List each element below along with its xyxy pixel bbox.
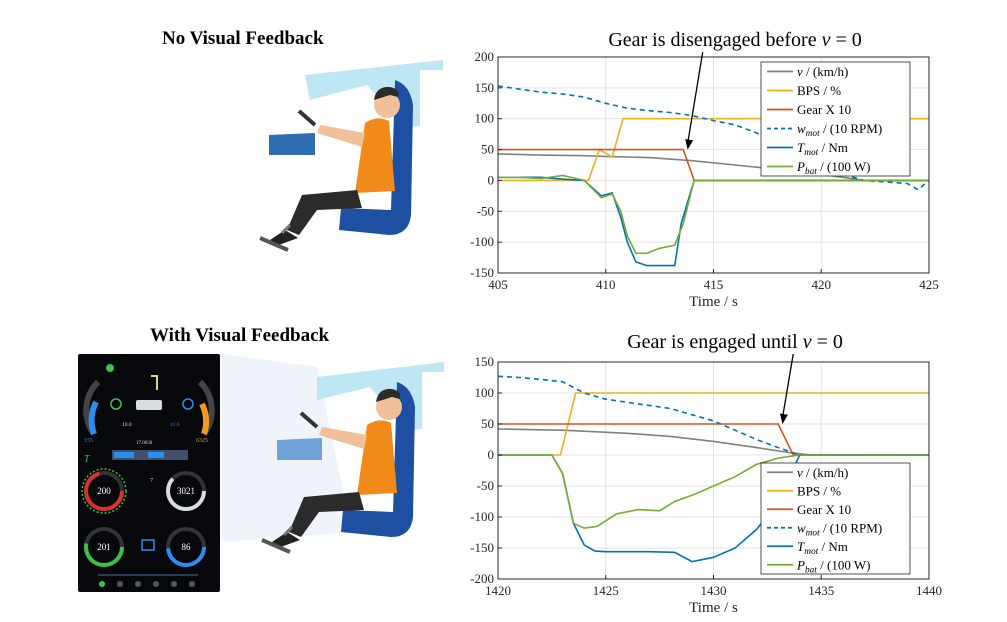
x-tick-label: 1420 (485, 583, 511, 598)
driver-head (376, 394, 402, 420)
odometer: 17.0630 (136, 441, 153, 446)
legend-entry: Tmot / Nm (797, 539, 848, 557)
chart-title: Gear is engaged until v = 0 (627, 331, 843, 353)
x-tick-label: 420 (812, 277, 832, 292)
dashboard-panel (269, 133, 315, 155)
y-tick-label: 150 (475, 354, 495, 369)
legend-entry: Tmot / Nm (797, 140, 848, 158)
series-line-wmot (497, 375, 929, 456)
gear-value: 7 (150, 478, 153, 484)
gauge-2-value: 3021 (177, 486, 195, 496)
dashboard-display: 10.0 41.6 155 6325 17.0630 T 200 7 3021 … (78, 354, 220, 592)
y-tick-label: 0 (488, 447, 495, 462)
x-axis-label: Time / s (689, 600, 738, 616)
seat (341, 382, 415, 537)
y-tick-label: 50 (481, 416, 494, 431)
gauge-1 (84, 471, 124, 511)
driver-illustration-top (259, 60, 443, 252)
series-line-speed (497, 153, 929, 182)
y-tick-label: 0 (488, 172, 495, 187)
gauge-3 (84, 527, 124, 567)
status-icon (106, 364, 114, 372)
seat (339, 80, 413, 235)
annotation-arrowhead (685, 139, 694, 150)
legend-entry: Pbat / (100 W) (796, 557, 870, 575)
y-tick-label: -150 (470, 265, 494, 280)
y-tick-label: 100 (475, 111, 495, 126)
legend-box (760, 462, 911, 575)
heading-no-visual-feedback: No Visual Feedback (162, 28, 324, 49)
n-indicator-icon (110, 398, 122, 410)
series-line-pbat (498, 174, 929, 255)
x-tick-label: 410 (596, 277, 616, 292)
settings-icon (182, 398, 194, 410)
legend-box (760, 61, 911, 177)
series-line-wmot (497, 85, 930, 191)
series-line-pbat (498, 454, 929, 530)
annotation-arrowhead (780, 413, 788, 424)
gauge-4 (166, 527, 206, 567)
chart-gear-disengaged: 405 410 415 420 425 -150 -100 -50 0 50 100 150 200 Ti… (470, 29, 939, 310)
legend-entry: Gear X 10 (797, 102, 851, 117)
legend-entry: v / (km/h) (797, 465, 848, 480)
y-tick-label: -150 (470, 540, 494, 555)
x-tick-label: 1440 (916, 583, 942, 598)
gauge-1-value: 200 (97, 486, 111, 496)
dashboard-panel (277, 438, 322, 460)
legend-entry: wmot / (10 RPM) (797, 121, 882, 139)
torque-label: T (84, 454, 91, 465)
left-arc-gauge (88, 400, 99, 436)
legend-entry: Pbat / (100 W) (796, 159, 870, 177)
y-tick-label: -200 (470, 571, 494, 586)
driver-legs (287, 190, 362, 235)
x-tick-label: 1430 (701, 583, 727, 598)
y-tick-label: -50 (477, 203, 494, 218)
x-tick-label: 1435 (808, 583, 834, 598)
battery-icon (141, 539, 155, 551)
y-tick-label: -100 (470, 234, 494, 249)
top-left-value: 155 (84, 438, 93, 444)
x-axis-label: Time / s (689, 294, 738, 310)
driver-torso (357, 420, 397, 495)
chart-gear-engaged: 1420 1425 1430 1435 1440 -200 -150 -100 -50 0 50 10… (470, 331, 942, 616)
legend-entry: BPS / % (797, 483, 841, 498)
y-tick-label: 100 (475, 385, 495, 400)
chart-title: Gear is disengaged before v = 0 (608, 29, 861, 51)
y-tick-label: -50 (477, 478, 494, 493)
x-tick-label: 405 (488, 277, 508, 292)
annotation-arrow (781, 353, 794, 419)
right-arc-gauge (199, 402, 209, 435)
gauge-3-value: 201 (97, 542, 111, 552)
x-tick-label: 1425 (593, 583, 619, 598)
driver-head (374, 92, 400, 118)
top-right-value: 6325 (196, 438, 208, 444)
y-tick-label: 50 (481, 142, 494, 157)
driver-legs (289, 492, 364, 537)
gauge-2 (166, 471, 206, 511)
legend-entry: Gear X 10 (797, 502, 851, 517)
heading-with-visual-feedback: With Visual Feedback (150, 325, 330, 346)
driver-illustration-bottom (222, 354, 444, 554)
legend-entry: wmot / (10 RPM) (797, 520, 882, 538)
x-tick-label: 425 (919, 277, 939, 292)
y-tick-label: 200 (475, 49, 495, 64)
gauge-4-value: 86 (182, 542, 192, 552)
driver-torso (355, 118, 395, 193)
legend-entry: BPS / % (797, 83, 841, 98)
y-tick-label: -100 (470, 509, 494, 524)
small-right-value: 41.6 (170, 422, 180, 428)
car-icon (136, 400, 162, 410)
annotation-arrow (686, 51, 704, 144)
series-line-speed (497, 428, 929, 456)
small-left-value: 10.0 (122, 422, 132, 428)
x-tick-label: 415 (704, 277, 724, 292)
legend-entry: v / (km/h) (797, 64, 848, 79)
gear-indicator-icon (151, 375, 158, 390)
y-tick-label: 150 (475, 80, 495, 95)
